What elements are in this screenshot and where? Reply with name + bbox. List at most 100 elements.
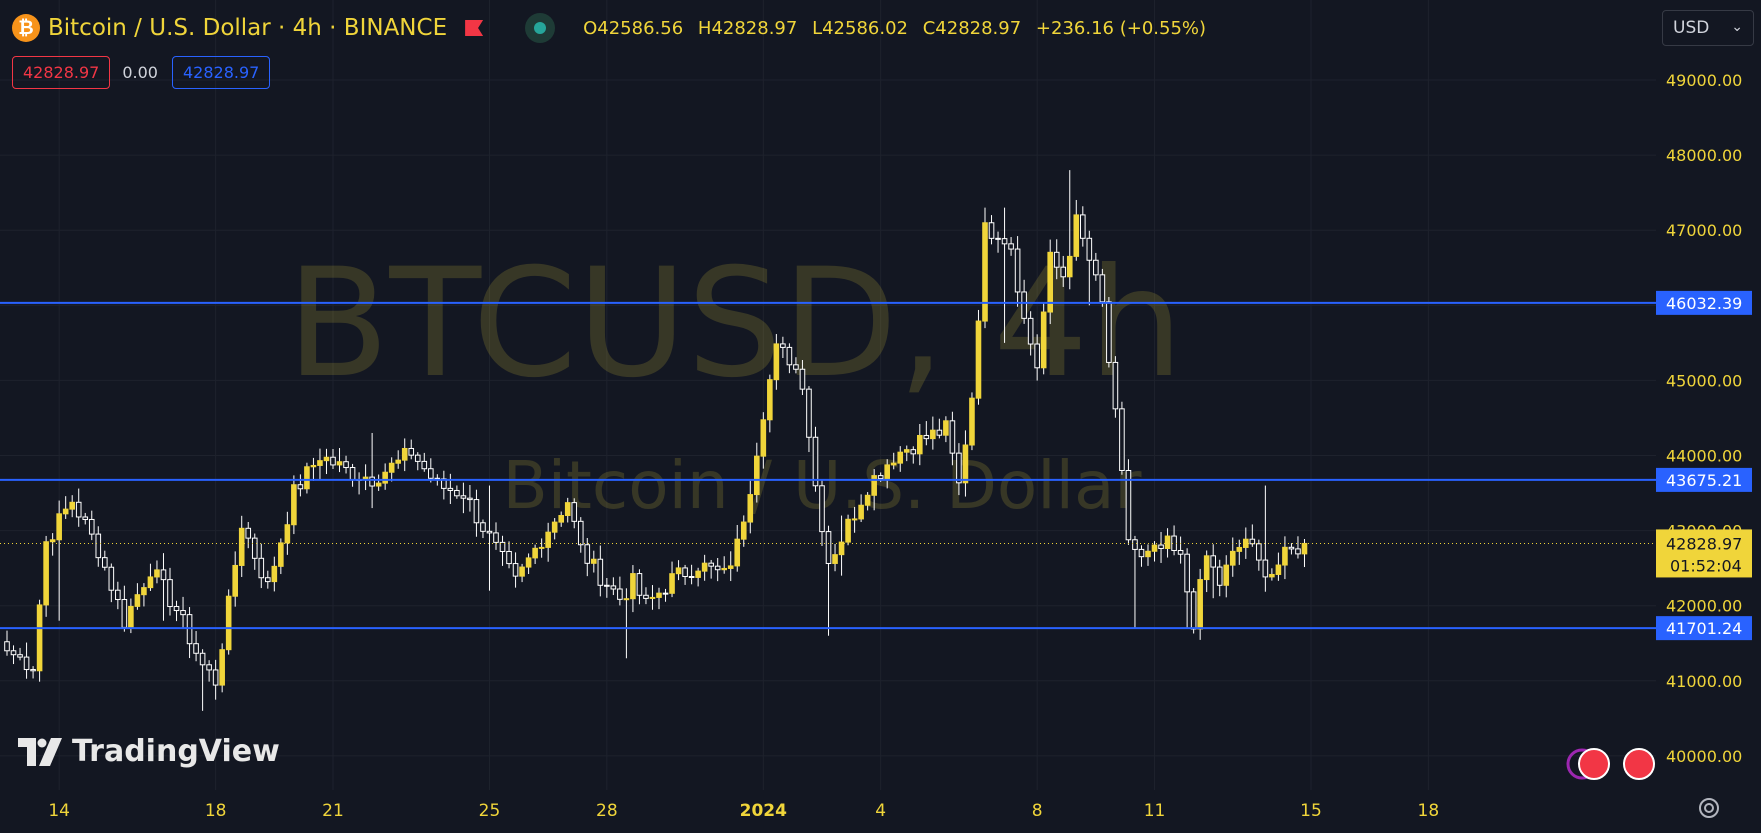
candle-body bbox=[115, 589, 121, 601]
candle-body bbox=[1197, 579, 1203, 630]
open-value: O42586.56 bbox=[583, 17, 684, 39]
market-status-icon[interactable] bbox=[525, 13, 556, 43]
candle-body bbox=[982, 222, 988, 322]
candle-body bbox=[786, 346, 793, 366]
us-flag-event-icon[interactable] bbox=[1578, 748, 1610, 780]
candle-body bbox=[1027, 317, 1034, 345]
candle-body bbox=[180, 610, 186, 616]
candle-body bbox=[486, 530, 493, 534]
candle-body bbox=[845, 518, 851, 543]
candle-body bbox=[460, 495, 467, 499]
candle-body bbox=[1145, 550, 1151, 558]
change-value: +236.16 (+0.55%) bbox=[1035, 17, 1207, 39]
candle-body bbox=[154, 569, 160, 578]
symbol-watermark: BTCUSD, 4h Bitcoin / U.S. Dollar bbox=[287, 237, 1184, 524]
level-price-badge[interactable] bbox=[1656, 467, 1752, 492]
candle-body bbox=[30, 669, 36, 672]
candle-body bbox=[1008, 243, 1014, 250]
symbol-title[interactable]: Bitcoin / U.S. Dollar · 4h · BINANCE bbox=[48, 15, 448, 41]
currency-select[interactable]: USD ⌄ bbox=[1662, 10, 1754, 46]
time-tick-label: 4 bbox=[875, 801, 886, 821]
candle-body bbox=[1138, 548, 1145, 558]
time-axis[interactable]: 14 18 21 25 28 2024 4 8 11 15 18 bbox=[48, 801, 1439, 821]
candle-body bbox=[591, 558, 597, 564]
candle-body bbox=[806, 388, 812, 438]
last-price-badge bbox=[1656, 529, 1752, 578]
candle-body bbox=[1112, 361, 1119, 410]
candle-body bbox=[186, 614, 193, 645]
candle-body bbox=[630, 573, 636, 600]
level-price-badge[interactable] bbox=[1656, 616, 1752, 641]
flag-icon[interactable] bbox=[465, 20, 484, 36]
tradingview-logo-text: TradingView bbox=[72, 734, 280, 769]
candle-body bbox=[1066, 255, 1073, 278]
horizontal-levels[interactable] bbox=[0, 301, 1656, 630]
candle-body bbox=[173, 606, 180, 612]
candle-body bbox=[278, 542, 284, 567]
buy-button[interactable]: 42828.97 bbox=[171, 56, 271, 89]
candle-body bbox=[1203, 555, 1210, 581]
candle-body bbox=[956, 452, 962, 484]
candle-body bbox=[675, 567, 682, 575]
candle-body bbox=[1086, 237, 1093, 261]
us-flag-event-icon[interactable] bbox=[1623, 748, 1655, 780]
candle-body bbox=[604, 584, 610, 587]
high-value: H42828.97 bbox=[697, 17, 798, 39]
sell-button[interactable]: 42828.97 bbox=[12, 56, 111, 89]
candle-body bbox=[238, 527, 245, 566]
candles bbox=[4, 170, 1308, 711]
candle-body bbox=[832, 554, 838, 564]
candle-body bbox=[349, 467, 356, 481]
spread-value: 0.00 bbox=[122, 63, 158, 82]
candle-body bbox=[1229, 550, 1236, 566]
candle-body bbox=[864, 494, 871, 506]
ohlc-values: O42586.56 H42828.97 L42586.02 C42828.97 … bbox=[583, 18, 1215, 39]
candle-body bbox=[519, 566, 525, 577]
candle-body bbox=[1262, 559, 1269, 578]
candle-body bbox=[375, 482, 382, 487]
candle-body bbox=[297, 484, 304, 490]
candle-body bbox=[43, 541, 49, 606]
candle-body bbox=[949, 420, 956, 454]
candle-body bbox=[1125, 469, 1132, 541]
candle-body bbox=[467, 497, 473, 501]
candle-body bbox=[917, 434, 923, 455]
price-tick-label: 40000.00 bbox=[1666, 747, 1742, 766]
candle-body bbox=[95, 533, 102, 559]
chevron-down-icon: ⌄ bbox=[1731, 19, 1743, 35]
candle-body bbox=[1158, 544, 1164, 549]
economic-events[interactable] bbox=[1566, 748, 1655, 780]
candle-body bbox=[884, 464, 891, 480]
level-price-badge[interactable] bbox=[1656, 290, 1752, 315]
candle-body bbox=[17, 654, 23, 658]
candle-body bbox=[910, 449, 917, 455]
tradingview-logo[interactable]: TradingView bbox=[18, 734, 280, 769]
candle-body bbox=[708, 562, 714, 567]
candle-body bbox=[969, 397, 975, 446]
settings-gear-icon[interactable] bbox=[1699, 798, 1719, 818]
candle-body bbox=[134, 594, 141, 607]
candle-body bbox=[271, 565, 278, 583]
candle-body bbox=[851, 518, 858, 521]
candle-body bbox=[1040, 311, 1047, 369]
candle-body bbox=[649, 596, 656, 599]
candle-body bbox=[225, 595, 232, 651]
price-tick-label: 42000.00 bbox=[1666, 597, 1742, 616]
level-price-label: 41701.24 bbox=[1666, 619, 1742, 638]
candle-body bbox=[473, 499, 480, 524]
time-tick-label: 14 bbox=[48, 801, 70, 821]
candle-body bbox=[1301, 542, 1308, 555]
candle-body bbox=[258, 557, 265, 579]
last-price-label: 42828.97 bbox=[1666, 534, 1742, 553]
price-axis[interactable]: 40000.0041000.0042000.0043000.0044000.00… bbox=[1656, 71, 1752, 766]
candle-body bbox=[662, 592, 669, 595]
candle-body bbox=[369, 476, 375, 487]
candle-body bbox=[877, 475, 884, 480]
candle-body bbox=[538, 546, 545, 549]
candle-body bbox=[1001, 238, 1008, 245]
candle-body bbox=[721, 567, 728, 571]
low-value: L42586.02 bbox=[812, 17, 908, 39]
candle-body bbox=[36, 604, 43, 672]
